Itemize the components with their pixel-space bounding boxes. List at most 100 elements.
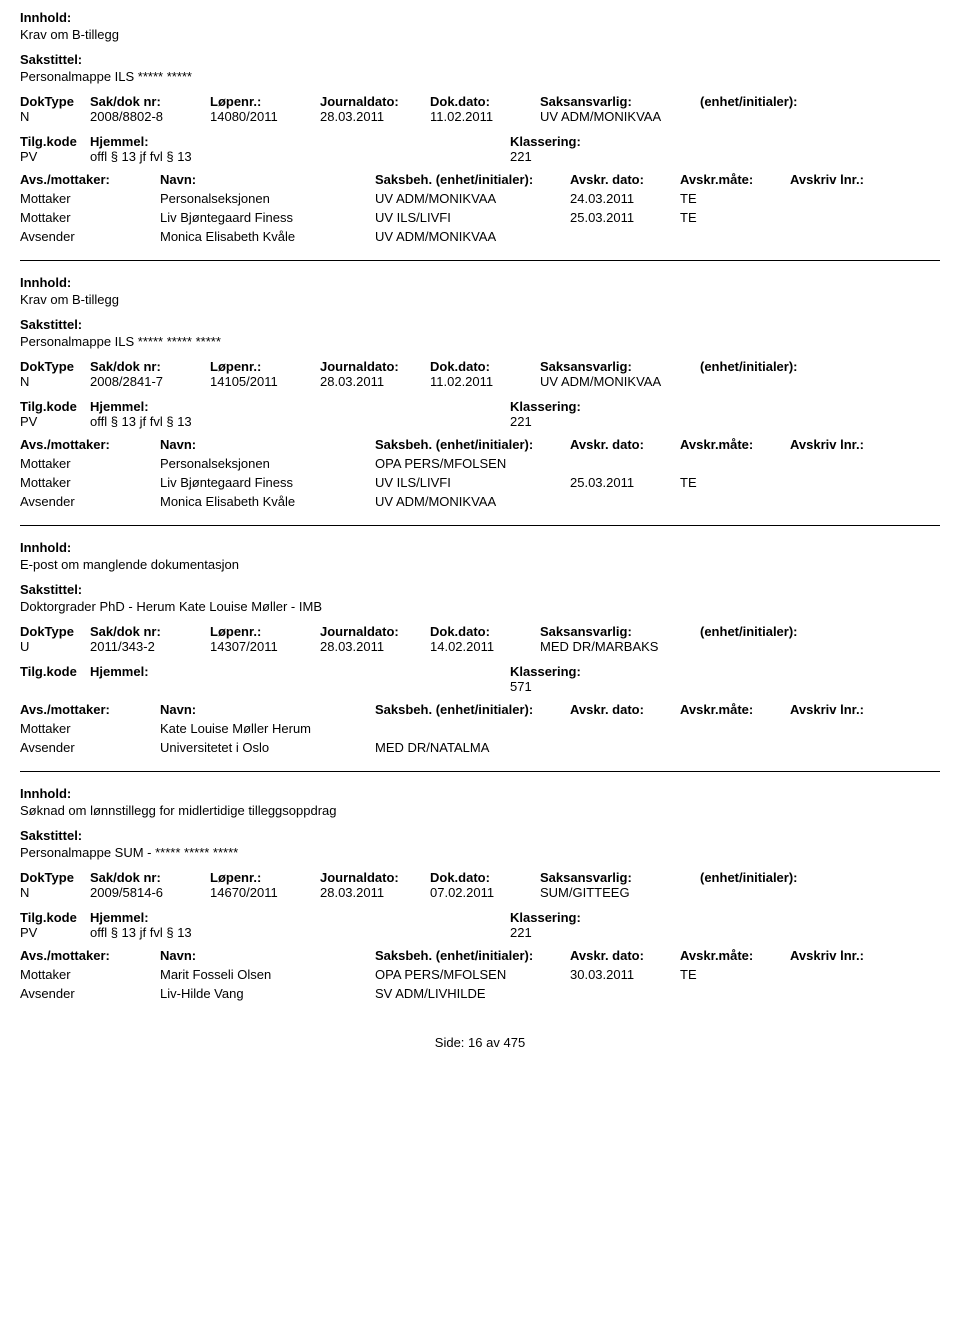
saksbeh-header: Saksbeh. (enhet/initialer): [375, 948, 570, 963]
records-container: Innhold:Krav om B-tilleggSakstittel:Pers… [20, 10, 940, 1017]
avskrivlnr-header: Avskriv lnr.: [790, 702, 864, 717]
sakdoknr-header: Sak/dok nr: [90, 624, 210, 639]
saksansvarlig-header: Saksansvarlig: [540, 870, 700, 885]
party-saksbeh: UV ILS/LIVFI [375, 210, 570, 225]
tilgkode-header: Tilg.kode [20, 910, 90, 925]
hjemmel-header: Hjemmel: [90, 910, 510, 925]
journaldato-value: 28.03.2011 [320, 109, 430, 124]
party-avskrdato [570, 986, 680, 1001]
sakdoknr-value: 2011/343-2 [90, 639, 210, 654]
lopenr-header: Løpenr.: [210, 359, 320, 374]
tilgkode-header: Tilg.kode [20, 134, 90, 149]
party-avskrmate: TE [680, 475, 790, 490]
party-row: MottakerLiv Bjøntegaard FinessUV ILS/LIV… [20, 210, 940, 225]
dokdato-value: 14.02.2011 [430, 639, 540, 654]
sakdoknr-value: 2008/8802-8 [90, 109, 210, 124]
sakstittel-label: Sakstittel: [20, 52, 940, 67]
tilgkode-value-row: PVoffl § 13 jf fvl § 13221 [20, 414, 940, 429]
party-name: Liv Bjøntegaard Finess [160, 475, 375, 490]
enhetinit-header: (enhet/initialer): [700, 624, 860, 639]
hjemmel-header: Hjemmel: [90, 134, 510, 149]
saksbeh-header: Saksbeh. (enhet/initialer): [375, 702, 570, 717]
party-saksbeh: MED DR/NATALMA [375, 740, 570, 755]
party-name: Marit Fosseli Olsen [160, 967, 375, 982]
party-role: Avsender [20, 740, 160, 755]
saksansvarlig-value: UV ADM/MONIKVAA [540, 109, 700, 124]
party-avskrmate: TE [680, 191, 790, 206]
tilgkode-header-row: Tilg.kodeHjemmel:Klassering: [20, 664, 940, 679]
journaldato-header: Journaldato: [320, 359, 430, 374]
party-role: Mottaker [20, 191, 160, 206]
meta-header-row: DokTypeSak/dok nr:Løpenr.:Journaldato:Do… [20, 359, 940, 374]
innhold-text: Søknad om lønnstillegg for midlertidige … [20, 803, 940, 818]
journal-record: Innhold:Søknad om lønnstillegg for midle… [20, 786, 940, 1017]
tilgkode-value: PV [20, 414, 90, 429]
hjemmel-value: offl § 13 jf fvl § 13 [90, 414, 510, 429]
party-row: AvsenderUniversitetet i OsloMED DR/NATAL… [20, 740, 940, 755]
side-label: Side: [435, 1035, 465, 1050]
dokdato-value: 11.02.2011 [430, 109, 540, 124]
doktype-header: DokType [20, 624, 90, 639]
avsmottaker-header: Avs./mottaker: [20, 437, 160, 452]
meta-value-row: N2008/2841-714105/201128.03.201111.02.20… [20, 374, 940, 389]
innhold-label: Innhold: [20, 275, 940, 290]
saksbeh-header: Saksbeh. (enhet/initialer): [375, 172, 570, 187]
hjemmel-value [90, 679, 510, 694]
hjemmel-value: offl § 13 jf fvl § 13 [90, 925, 510, 940]
party-avskrdato [570, 456, 680, 471]
journaldato-header: Journaldato: [320, 94, 430, 109]
tilgkode-header: Tilg.kode [20, 399, 90, 414]
avskrmate-header: Avskr.måte: [680, 437, 790, 452]
doktype-value: N [20, 374, 90, 389]
party-role: Avsender [20, 229, 160, 244]
party-role: Mottaker [20, 456, 160, 471]
avskrmate-header: Avskr.måte: [680, 702, 790, 717]
party-role: Mottaker [20, 210, 160, 225]
tilgkode-value: PV [20, 149, 90, 164]
party-header-row: Avs./mottaker:Navn:Saksbeh. (enhet/initi… [20, 948, 940, 963]
hjemmel-header: Hjemmel: [90, 399, 510, 414]
dokdato-header: Dok.dato: [430, 359, 540, 374]
party-avskrdato [570, 740, 680, 755]
party-saksbeh: UV ADM/MONIKVAA [375, 494, 570, 509]
party-row: MottakerPersonalseksjonenUV ADM/MONIKVAA… [20, 191, 940, 206]
meta-header-row: DokTypeSak/dok nr:Løpenr.:Journaldato:Do… [20, 94, 940, 109]
klassering-value: 221 [510, 149, 532, 164]
journaldato-value: 28.03.2011 [320, 374, 430, 389]
party-name: Personalseksjonen [160, 456, 375, 471]
party-avskrdato: 25.03.2011 [570, 475, 680, 490]
dokdato-header: Dok.dato: [430, 624, 540, 639]
dokdato-value: 11.02.2011 [430, 374, 540, 389]
party-avskrdato [570, 229, 680, 244]
avskrivlnr-header: Avskriv lnr.: [790, 437, 864, 452]
sakdoknr-header: Sak/dok nr: [90, 94, 210, 109]
dokdato-header: Dok.dato: [430, 94, 540, 109]
party-row: AvsenderMonica Elisabeth KvåleUV ADM/MON… [20, 494, 940, 509]
party-saksbeh: UV ADM/MONIKVAA [375, 191, 570, 206]
navn-header: Navn: [160, 172, 375, 187]
saksansvarlig-header: Saksansvarlig: [540, 624, 700, 639]
journaldato-value: 28.03.2011 [320, 885, 430, 900]
party-row: MottakerKate Louise Møller Herum [20, 721, 940, 736]
klassering-value: 221 [510, 414, 532, 429]
party-name: Universitetet i Oslo [160, 740, 375, 755]
sakstittel-text: Personalmappe SUM - ***** ***** ***** [20, 845, 940, 860]
party-header-row: Avs./mottaker:Navn:Saksbeh. (enhet/initi… [20, 172, 940, 187]
avskrdato-header: Avskr. dato: [570, 702, 680, 717]
party-row: AvsenderLiv-Hilde VangSV ADM/LIVHILDE [20, 986, 940, 1001]
party-role: Mottaker [20, 967, 160, 982]
journal-record: Innhold:Krav om B-tilleggSakstittel:Pers… [20, 275, 940, 526]
klassering-header: Klassering: [510, 134, 581, 149]
dokdato-value: 07.02.2011 [430, 885, 540, 900]
tilgkode-header-row: Tilg.kodeHjemmel:Klassering: [20, 134, 940, 149]
lopenr-header: Løpenr.: [210, 94, 320, 109]
dokdato-header: Dok.dato: [430, 870, 540, 885]
tilgkode-header: Tilg.kode [20, 664, 90, 679]
journaldato-value: 28.03.2011 [320, 639, 430, 654]
tilgkode-header-row: Tilg.kodeHjemmel:Klassering: [20, 399, 940, 414]
enhetinit-header: (enhet/initialer): [700, 359, 860, 374]
party-avskrdato: 30.03.2011 [570, 967, 680, 982]
doktype-value: N [20, 109, 90, 124]
party-row: MottakerPersonalseksjonenOPA PERS/MFOLSE… [20, 456, 940, 471]
journal-record: Innhold:Krav om B-tilleggSakstittel:Pers… [20, 10, 940, 261]
